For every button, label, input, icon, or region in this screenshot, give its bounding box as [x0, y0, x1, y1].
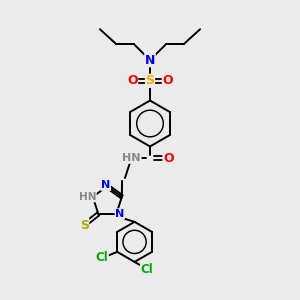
Text: O: O	[163, 152, 174, 165]
Text: N: N	[115, 209, 124, 219]
Text: N: N	[145, 54, 155, 67]
Text: O: O	[127, 74, 138, 87]
Text: S: S	[146, 74, 154, 87]
Text: HN: HN	[79, 192, 96, 202]
Text: Cl: Cl	[141, 263, 153, 276]
Text: S: S	[80, 219, 89, 232]
Text: HN: HN	[122, 153, 141, 163]
Text: Cl: Cl	[95, 251, 108, 264]
Text: O: O	[162, 74, 173, 87]
Text: N: N	[101, 180, 110, 190]
